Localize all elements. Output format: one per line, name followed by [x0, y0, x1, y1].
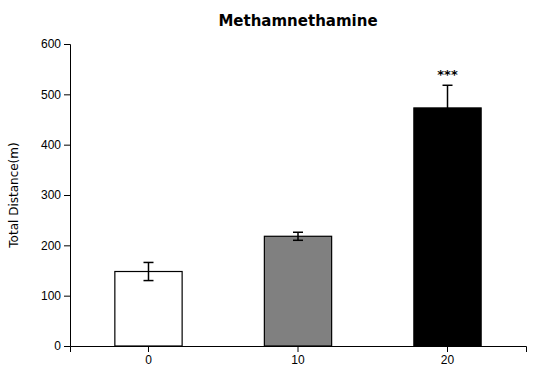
error-cap [143, 280, 153, 282]
tick-label: 600 [41, 37, 61, 51]
y-axis-title: Total Distance(m) [7, 142, 21, 248]
chart: 0 100 200 300 400 500 600 0 10 20 *** Methamnethami… [0, 0, 546, 386]
axis-line [71, 347, 527, 353]
tick-label: 0 [145, 353, 152, 367]
axis-line [64, 45, 71, 347]
tick: 20 [441, 346, 455, 367]
error-cap [143, 262, 153, 264]
tick-mark [64, 195, 70, 196]
error-line [297, 232, 299, 240]
error-bar [443, 85, 453, 130]
error-cap [293, 240, 303, 242]
tick-label: 0 [54, 339, 61, 353]
tick-label: 20 [441, 353, 455, 367]
tick-mark [298, 346, 299, 352]
tick-mark [447, 346, 448, 352]
tick-mark [64, 296, 70, 297]
error-bar [293, 232, 303, 240]
tick-label: 200 [41, 239, 61, 253]
tick: 0 [145, 346, 152, 367]
tick-mark [64, 94, 70, 95]
error-cap [443, 85, 453, 87]
tick: 10 [291, 346, 305, 367]
tick-label: 500 [41, 88, 61, 102]
bar [414, 108, 481, 346]
error-cap [443, 130, 453, 132]
bar [264, 236, 331, 346]
error-line [447, 85, 449, 130]
tick-label: 100 [41, 289, 61, 303]
tick-label: 300 [41, 188, 61, 202]
tick: 300 [41, 188, 70, 202]
annotation: *** [437, 67, 458, 82]
bar [115, 272, 182, 346]
tick-mark [64, 145, 70, 146]
title: Methamnethamine [218, 12, 377, 30]
tick-mark [64, 346, 70, 347]
marks [115, 85, 481, 346]
tick-mark [148, 346, 149, 352]
tick: 500 [41, 88, 70, 102]
tick-label: 400 [41, 138, 61, 152]
x-axis: 0 10 20 [71, 346, 527, 367]
error-cap [293, 231, 303, 233]
error-line [148, 262, 150, 280]
tick-mark [64, 245, 70, 246]
plot: 0 100 200 300 400 500 600 0 10 20 *** [41, 37, 527, 366]
tick: 0 [54, 339, 70, 353]
y-axis: 0 100 200 300 400 500 600 [41, 37, 71, 353]
tick: 200 [41, 239, 70, 253]
tick-label: 10 [291, 353, 305, 367]
tick: 400 [41, 138, 70, 152]
tick: 600 [41, 37, 70, 51]
tick-mark [64, 44, 70, 45]
tick: 100 [41, 289, 70, 303]
error-bar [143, 262, 153, 280]
